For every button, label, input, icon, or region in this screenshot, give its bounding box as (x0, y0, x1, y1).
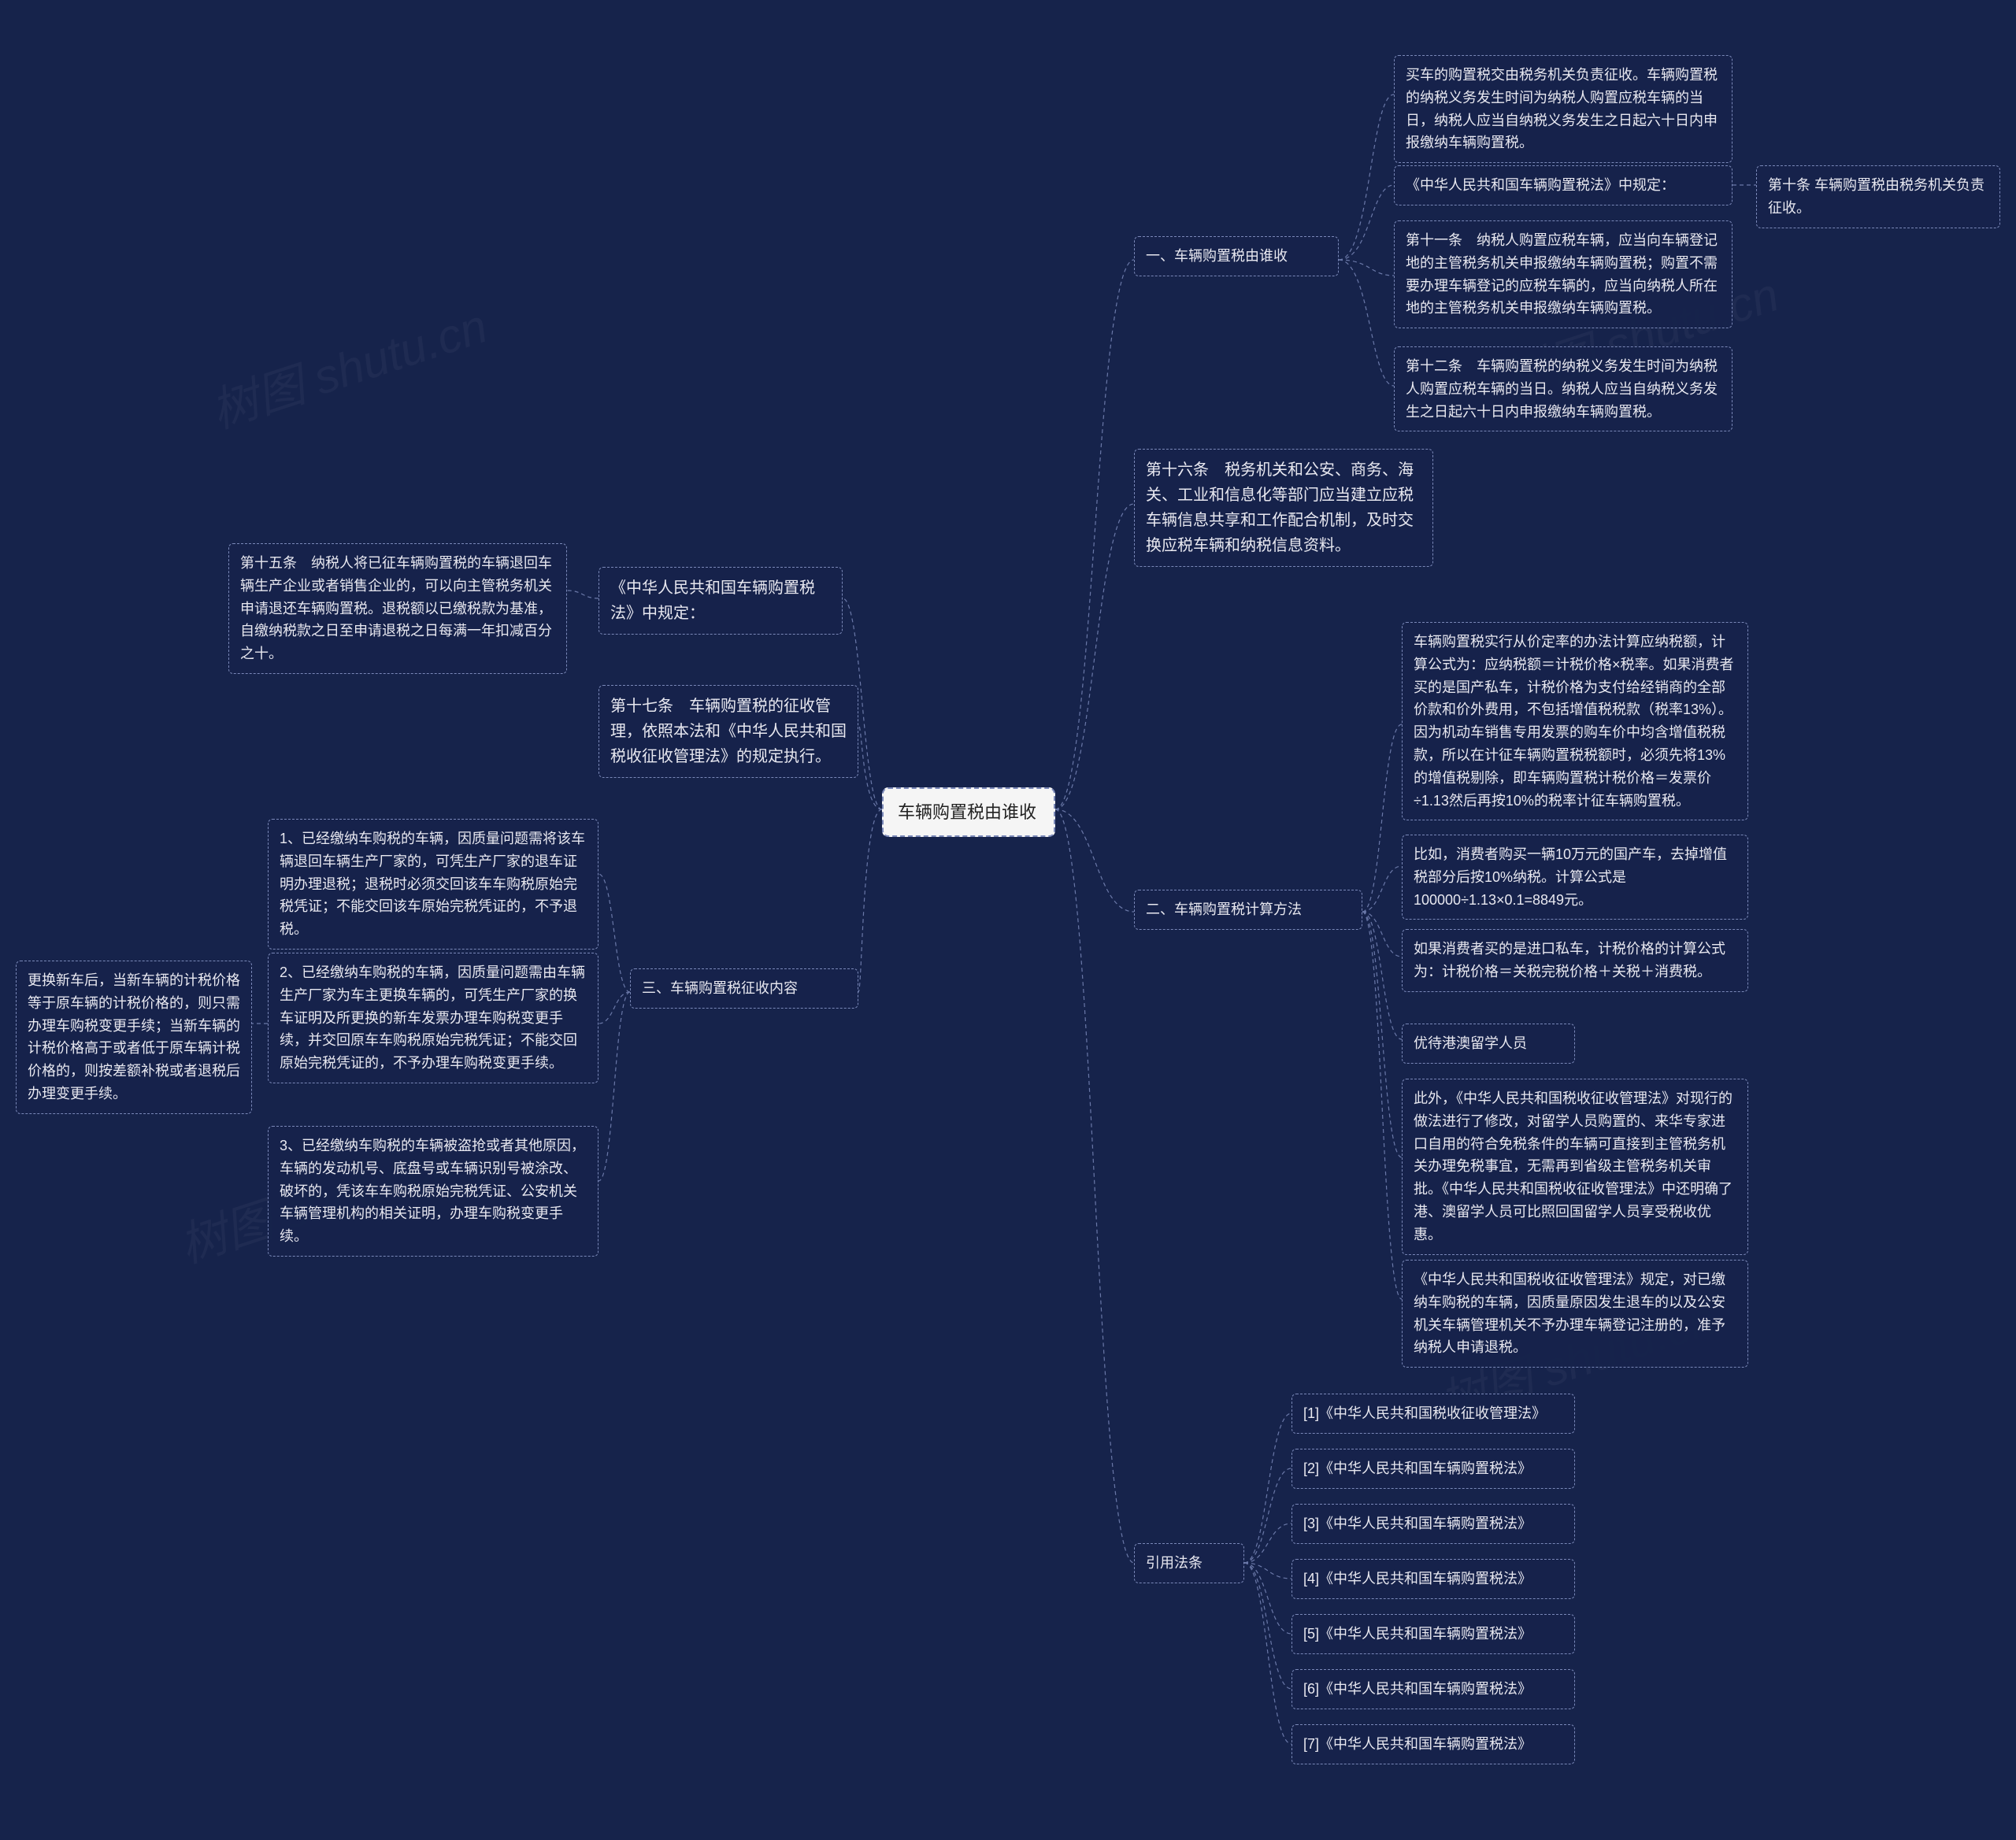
branch-three-child: 3、已经缴纳车购税的车辆被盗抢或者其他原因，车辆的发动机号、底盘号或车辆识别号被… (268, 1126, 598, 1257)
branch-three-grandchild: 更换新车后，当新车辆的计税价格等于原车辆的计税价格的，则只需办理车购税变更手续；… (16, 961, 252, 1114)
branch-three: 三、车辆购置税征收内容 (630, 968, 858, 1009)
branch-two-child: 比如，消费者购买一辆10万元的国产车，去掉增值税部分后按10%纳税。计算公式是1… (1402, 835, 1748, 920)
branch-two-child: 此外，《中华人民共和国税收征收管理法》对现行的做法进行了修改，对留学人员购置的、… (1402, 1079, 1748, 1255)
branch-two-child: 《中华人民共和国税收征收管理法》规定，对已缴纳车购税的车辆，因质量原因发生退车的… (1402, 1260, 1748, 1368)
lawbox: 《中华人民共和国车辆购置税法》中规定： (598, 567, 843, 635)
ref-item: [4]《中华人民共和国车辆购置税法》 (1292, 1559, 1575, 1599)
branch-refs: 引用法条 (1134, 1543, 1244, 1583)
branch-two-child: 车辆购置税实行从价定率的办法计算应纳税额，计算公式为：应纳税额＝计税价格×税率。… (1402, 622, 1748, 820)
ref-item: [2]《中华人民共和国车辆购置税法》 (1292, 1449, 1575, 1489)
article-sixteen: 第十六条 税务机关和公安、商务、海关、工业和信息化等部门应当建立应税车辆信息共享… (1134, 449, 1433, 567)
branch-two-child: 优待港澳留学人员 (1402, 1024, 1575, 1064)
watermark: 树图 shutu.cn (201, 288, 495, 442)
branch-one-grandchild: 第十条 车辆购置税由税务机关负责征收。 (1756, 165, 2000, 228)
branch-three-child: 1、已经缴纳车购税的车辆，因质量问题需将该车辆退回车辆生产厂家的，可凭生产厂家的… (268, 819, 598, 950)
ref-item: [1]《中华人民共和国税收征收管理法》 (1292, 1394, 1575, 1434)
branch-two-child: 如果消费者买的是进口私车，计税价格的计算公式为：计税价格＝关税完税价格＋关税＋消… (1402, 929, 1748, 992)
lawbox-child: 第十五条 纳税人将已征车辆购置税的车辆退回车辆生产企业或者销售企业的，可以向主管… (228, 543, 567, 674)
branch-two: 二、车辆购置税计算方法 (1134, 890, 1362, 930)
ref-item: [7]《中华人民共和国车辆购置税法》 (1292, 1724, 1575, 1764)
root-node: 车辆购置税由谁收 (882, 787, 1055, 837)
branch-one-child: 《中华人民共和国车辆购置税法》中规定： (1394, 165, 1732, 205)
branch-one-child: 第十一条 纳税人购置应税车辆，应当向车辆登记地的主管税务机关申报缴纳车辆购置税；… (1394, 220, 1732, 328)
branch-one: 一、车辆购置税由谁收 (1134, 236, 1339, 276)
branch-one-child: 买车的购置税交由税务机关负责征收。车辆购置税的纳税义务发生时间为纳税人购置应税车… (1394, 55, 1732, 163)
ref-item: [6]《中华人民共和国车辆购置税法》 (1292, 1669, 1575, 1709)
ref-item: [5]《中华人民共和国车辆购置税法》 (1292, 1614, 1575, 1654)
branch-three-child: 2、已经缴纳车购税的车辆，因质量问题需由车辆生产厂家为车主更换车辆的，可凭生产厂… (268, 953, 598, 1083)
ref-item: [3]《中华人民共和国车辆购置税法》 (1292, 1504, 1575, 1544)
branch-one-child: 第十二条 车辆购置税的纳税义务发生时间为纳税人购置应税车辆的当日。纳税人应当自纳… (1394, 346, 1732, 431)
article-seventeen: 第十七条 车辆购置税的征收管理，依照本法和《中华人民共和国税收征收管理法》的规定… (598, 685, 858, 778)
